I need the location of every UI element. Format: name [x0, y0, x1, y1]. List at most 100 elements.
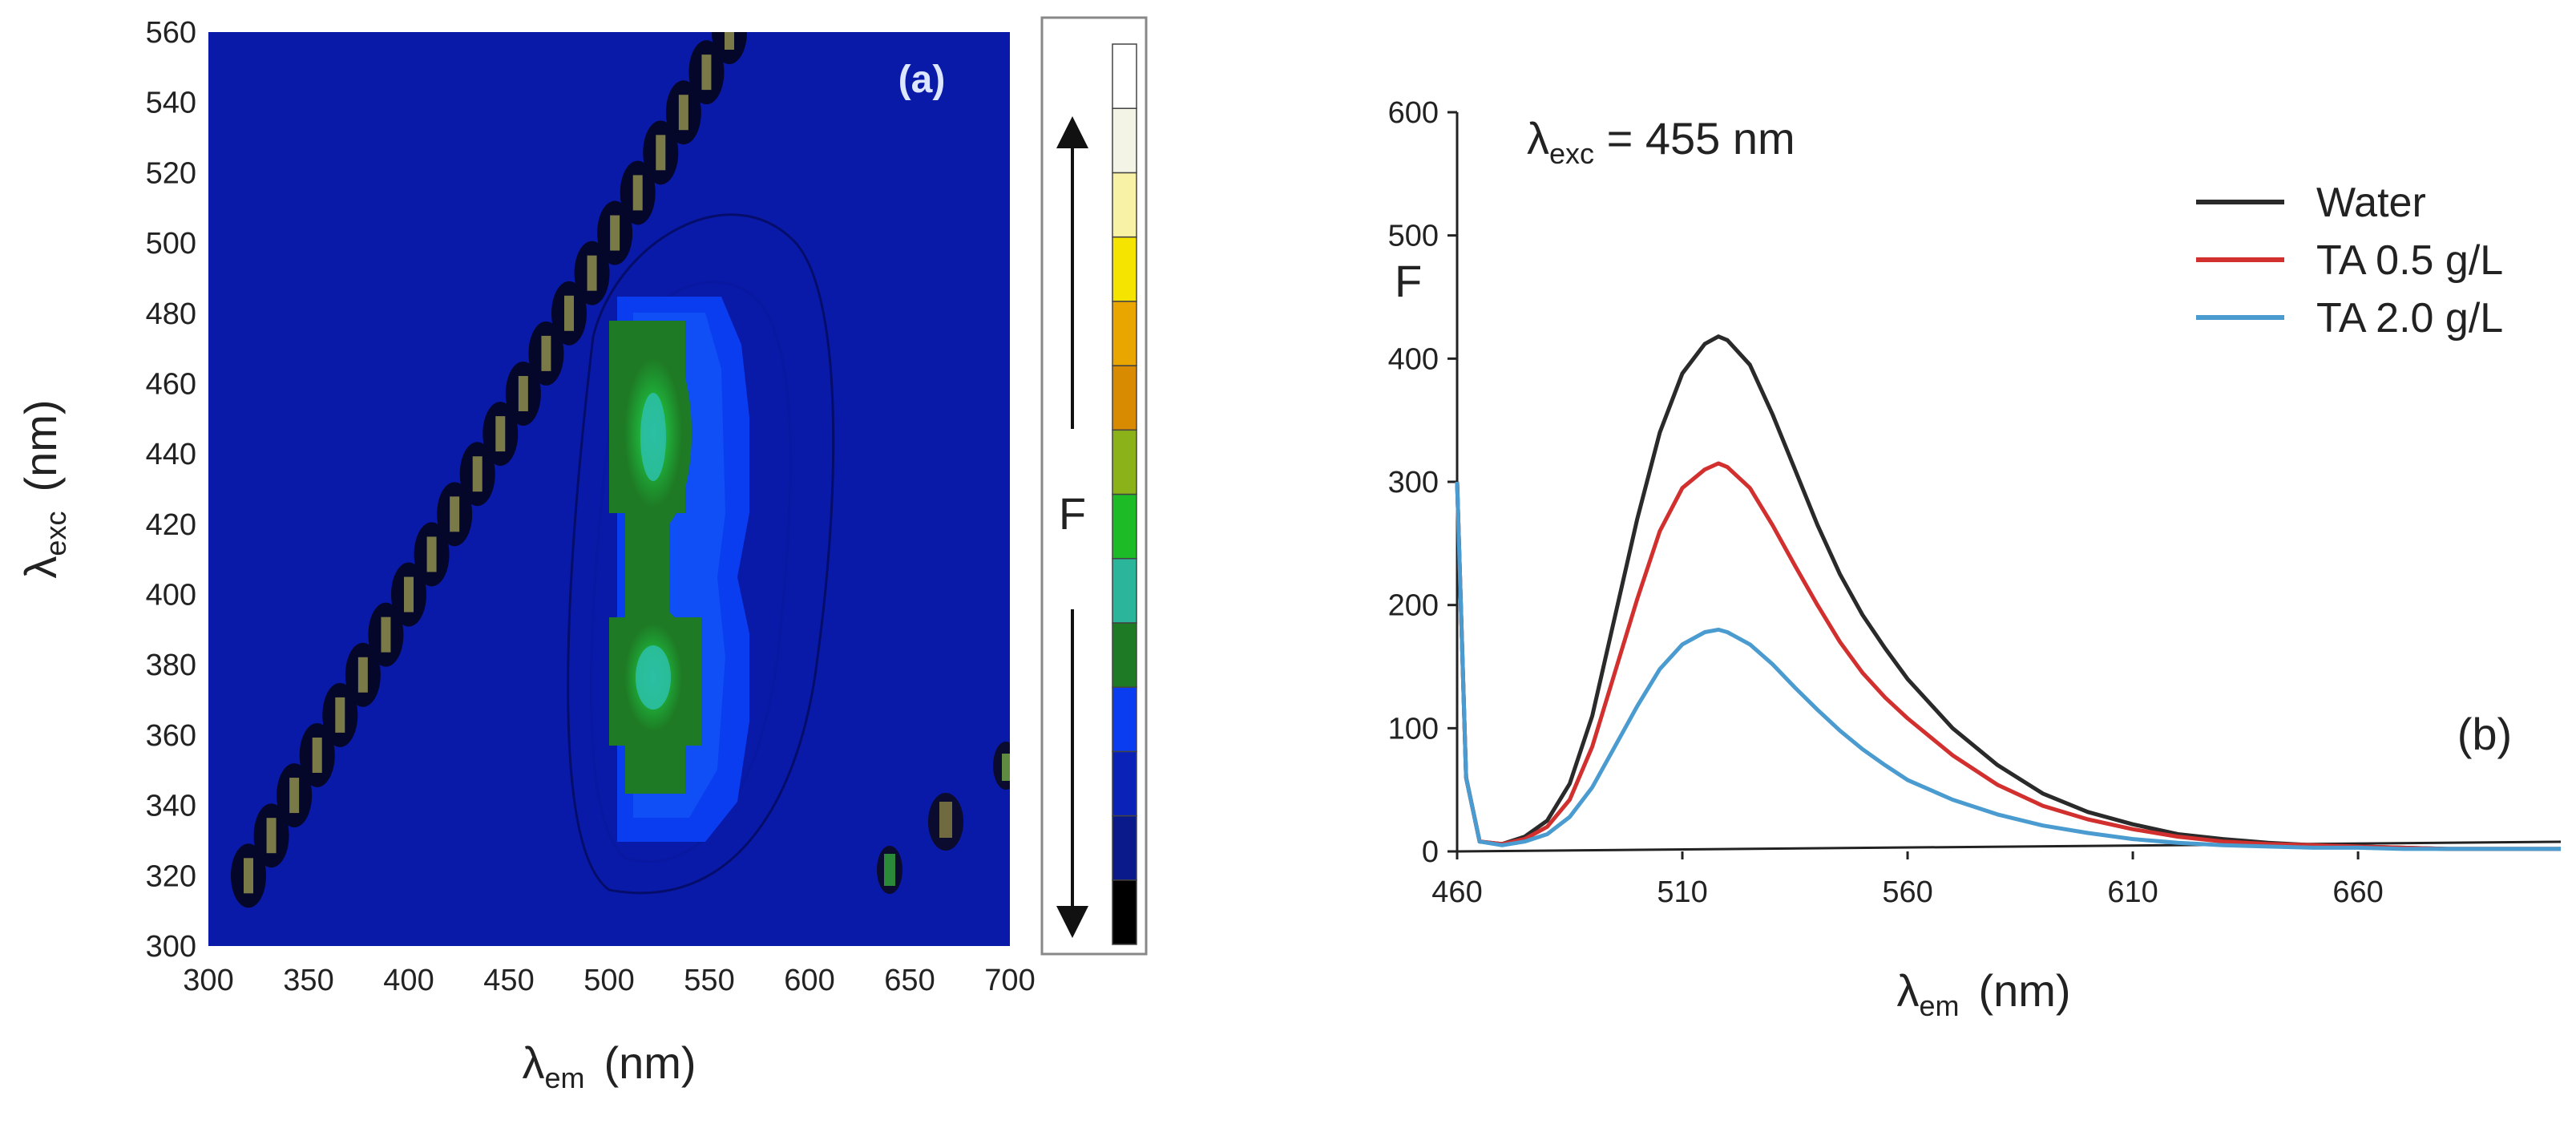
colorbar-cell-2 — [1112, 750, 1137, 817]
colorbar-cell-10 — [1112, 236, 1137, 302]
scatter-dot — [518, 375, 528, 411]
panel-b-ytick-300: 300 — [1388, 466, 1439, 499]
legend-label-1: TA 0.5 g/L — [2316, 237, 2503, 284]
scatter-dot — [426, 536, 437, 572]
panel-a-xtick-500: 500 — [583, 964, 634, 997]
panel-a-ytick-460: 460 — [146, 367, 196, 401]
spot-670-335-core — [939, 802, 952, 838]
panel-a-ylabel-symbol: λ — [15, 556, 66, 579]
panel-a-ytick-520: 520 — [146, 156, 196, 190]
panel-b-ytick-0: 0 — [1422, 835, 1439, 869]
panel-b-annotation-sub: exc — [1549, 137, 1594, 170]
scatter-dot — [495, 416, 506, 452]
colorbar-cell-8 — [1112, 365, 1137, 431]
contour-mid — [590, 281, 792, 863]
panel-a-heatmap: (a) 300 350 400 450 500 550 600 650 700 300 320 34… — [15, 16, 1148, 1094]
scatter-dot — [564, 295, 574, 331]
rayleigh-scatter-line — [231, 32, 747, 908]
panel-b-ylabel: F — [1395, 256, 1422, 306]
scatter-dot — [357, 657, 368, 693]
panel-a-ytick-340: 340 — [146, 790, 196, 823]
panel-a-xlabel-sub: em — [544, 1061, 584, 1094]
panel-b-xtick-460: 460 — [1431, 875, 1482, 909]
panel-a-x-ticks: 300 350 400 450 500 550 600 650 700 — [183, 964, 1035, 997]
colorbar-cell-3 — [1112, 686, 1137, 753]
panel-a-ytick-540: 540 — [146, 87, 196, 120]
scatter-dot — [678, 95, 688, 131]
panel-b-x-axis — [1456, 840, 2562, 853]
scatter-dot — [404, 576, 414, 613]
panel-b-legend: Water TA 0.5 g/L TA 2.0 g/L — [2196, 180, 2503, 342]
panel-a-y-ticks: 300 320 340 360 380 400 420 440 460 480 500 520 540 5… — [146, 16, 196, 964]
panel-a-xlabel-symbol: λ — [522, 1037, 544, 1088]
panel-b-x-ticks: 460 510 560 610 660 — [1431, 851, 2384, 909]
spot-700-350-core — [1002, 754, 1010, 781]
colorbar: F — [1040, 16, 1148, 956]
scatter-dot — [335, 697, 345, 733]
panel-b-ytick-500: 500 — [1388, 220, 1439, 253]
peak-upper-core — [640, 393, 666, 481]
scatter-dot — [244, 858, 253, 894]
scatter-dot — [472, 456, 482, 492]
colorbar-cell-6 — [1112, 493, 1137, 560]
panel-b-xlabel-sub: em — [1919, 989, 1959, 1022]
panel-b-annotation: λexc = 455 nm — [1527, 113, 1795, 170]
colorbar-cell-4 — [1112, 622, 1137, 688]
panel-a-ytick-380: 380 — [146, 649, 196, 682]
scatter-dot — [541, 335, 551, 371]
scatter-dot — [381, 617, 391, 653]
colorbar-cells — [1112, 43, 1137, 945]
panel-b-xlabel: λem (nm) — [1896, 965, 2070, 1022]
panel-b-label: (b) — [2457, 709, 2512, 759]
contour-outer — [567, 213, 835, 895]
colorbar-cell-7 — [1112, 429, 1137, 495]
colorbar-label: F — [1059, 488, 1086, 539]
panel-b-annotation-text: = 455 nm — [1594, 113, 1795, 164]
panel-a-ytick-320: 320 — [146, 859, 196, 893]
panel-a-ylabel: λexc (nm) — [15, 399, 72, 578]
colorbar-cell-5 — [1112, 557, 1137, 624]
scatter-dot — [266, 818, 277, 854]
series-line-water — [1455, 334, 2561, 851]
panel-a-ytick-300: 300 — [146, 930, 196, 964]
spot-640-320-core — [884, 854, 895, 886]
panel-a-xtick-450: 450 — [483, 964, 534, 997]
panel-a-xtick-550: 550 — [684, 964, 734, 997]
panel-b-y-ticks: 0 100 200 300 400 500 600 — [1388, 96, 1457, 869]
heatmap-content — [231, 32, 1010, 908]
panel-b-xtick-610: 610 — [2107, 875, 2158, 909]
panel-b-xlabel-unit: (nm) — [1978, 965, 2070, 1016]
panel-a-xtick-600: 600 — [784, 964, 834, 997]
panel-b-ytick-400: 400 — [1388, 342, 1439, 376]
panel-b-ytick-100: 100 — [1388, 712, 1439, 746]
colorbar-cell-0 — [1112, 879, 1137, 945]
panel-b-annotation-symbol: λ — [1527, 113, 1549, 164]
scatter-dot — [312, 737, 322, 773]
scatter-dot — [587, 255, 597, 291]
colorbar-cell-12 — [1112, 107, 1137, 174]
panel-a-ylabel-sub: exc — [39, 511, 72, 556]
colorbar-cell-13 — [1112, 43, 1137, 109]
peak-lower-core — [636, 645, 671, 710]
legend-label-2: TA 2.0 g/L — [2316, 295, 2503, 342]
panel-a-ytick-420: 420 — [146, 508, 196, 542]
panel-a-ylabel-unit: (nm) — [15, 399, 66, 491]
colorbar-cell-9 — [1112, 301, 1137, 366]
scatter-dot — [610, 215, 620, 251]
panel-a-ytick-480: 480 — [146, 297, 196, 331]
panel-b-xtick-560: 560 — [1882, 875, 1932, 909]
panel-a-ytick-560: 560 — [146, 16, 196, 50]
panel-b-xlabel-symbol: λ — [1896, 965, 1919, 1016]
series-line-ta-2-0-g-l — [1455, 481, 2561, 851]
panel-b-xtick-660: 660 — [2332, 875, 2383, 909]
panel-b-series — [1455, 334, 2561, 851]
panel-a-xtick-350: 350 — [283, 964, 333, 997]
panel-a-xtick-700: 700 — [984, 964, 1035, 997]
panel-b-xtick-510: 510 — [1657, 875, 1707, 909]
panel-b-ytick-200: 200 — [1388, 589, 1439, 623]
panel-a-xtick-300: 300 — [183, 964, 233, 997]
panel-a-ytick-440: 440 — [146, 438, 196, 471]
panel-a-ytick-400: 400 — [146, 579, 196, 613]
series-line-ta-0-5-g-l — [1455, 461, 2561, 851]
